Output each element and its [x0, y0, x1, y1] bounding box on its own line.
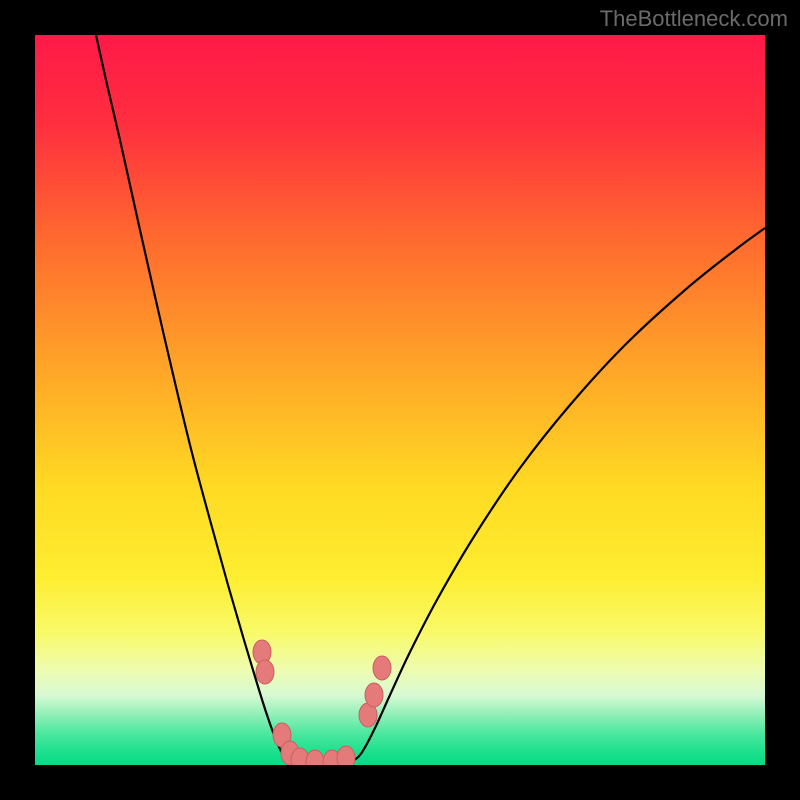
marker-point: [306, 750, 324, 765]
right-curve: [346, 228, 765, 765]
watermark-text: TheBottleneck.com: [600, 6, 788, 32]
marker-point: [365, 683, 383, 707]
marker-point: [373, 656, 391, 680]
marker-point: [256, 660, 274, 684]
marker-point: [337, 746, 355, 765]
chart-svg: [35, 35, 765, 765]
markers-group: [253, 640, 391, 765]
plot-area: [35, 35, 765, 765]
